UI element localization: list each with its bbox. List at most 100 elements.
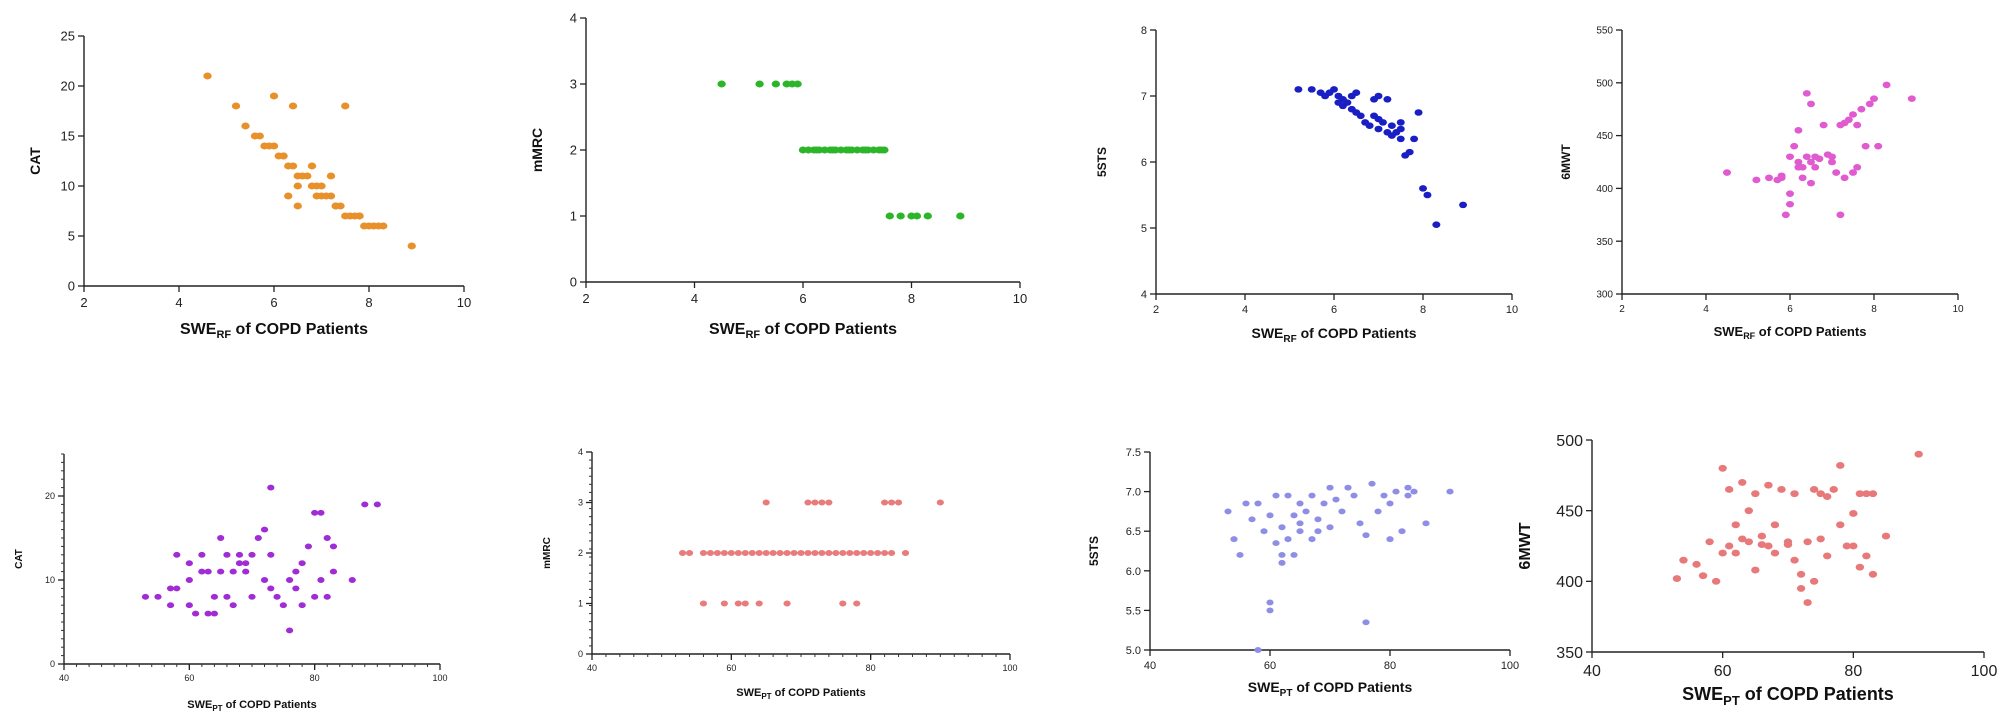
data-point bbox=[1862, 490, 1871, 498]
data-point bbox=[185, 560, 193, 567]
data-point bbox=[1278, 524, 1286, 531]
data-point bbox=[1744, 507, 1754, 515]
x-axis-title-base: SWE bbox=[1682, 684, 1723, 704]
data-point bbox=[1752, 176, 1761, 184]
data-point bbox=[1320, 500, 1328, 507]
x-tick-label: 4 bbox=[1703, 304, 1709, 315]
data-point bbox=[839, 550, 847, 556]
x-tick-label: 80 bbox=[310, 673, 320, 683]
data-point bbox=[288, 102, 298, 110]
data-point bbox=[1423, 191, 1432, 199]
data-point bbox=[304, 543, 312, 550]
data-point bbox=[235, 551, 244, 558]
x-tick-label: 4 bbox=[175, 295, 182, 310]
x-tick-label: 8 bbox=[365, 295, 372, 310]
data-point bbox=[1296, 528, 1304, 535]
data-point bbox=[874, 550, 882, 556]
x-axis-title-rest: of COPD Patients bbox=[1292, 679, 1412, 695]
data-point bbox=[1307, 86, 1316, 93]
data-point bbox=[1765, 174, 1773, 182]
data-point bbox=[1816, 535, 1825, 543]
data-point bbox=[1790, 142, 1799, 150]
data-point bbox=[839, 600, 847, 607]
x-tick-label: 6 bbox=[1331, 304, 1337, 316]
data-point bbox=[1781, 211, 1790, 219]
data-point bbox=[901, 550, 910, 556]
data-point bbox=[1757, 532, 1767, 540]
data-point bbox=[223, 551, 231, 558]
y-tick-label: 7 bbox=[1141, 91, 1147, 103]
y-axis-title: CAT bbox=[14, 549, 25, 569]
data-point bbox=[783, 600, 791, 607]
data-point bbox=[1868, 490, 1878, 498]
data-point bbox=[1823, 552, 1832, 560]
y-tick-label: 4 bbox=[570, 11, 577, 26]
x-axis-title-rest: of COPD Patients bbox=[1297, 325, 1417, 341]
data-point bbox=[1725, 542, 1734, 550]
data-point bbox=[1284, 536, 1292, 543]
data-point bbox=[1356, 112, 1365, 120]
data-point bbox=[373, 501, 381, 508]
data-point bbox=[1230, 536, 1238, 543]
data-point bbox=[292, 568, 300, 575]
data-point bbox=[235, 560, 244, 567]
data-point bbox=[861, 146, 870, 154]
data-point bbox=[1849, 111, 1857, 118]
data-point bbox=[1881, 532, 1891, 540]
x-axis-title: SWEPT of COPD Patients bbox=[187, 699, 316, 713]
data-point bbox=[1738, 535, 1747, 543]
data-point bbox=[1698, 572, 1708, 580]
x-axis-title-base: SWE bbox=[187, 699, 212, 711]
data-point bbox=[1809, 486, 1819, 493]
data-point bbox=[1672, 575, 1682, 582]
data-point bbox=[755, 550, 763, 556]
y-tick-label: 10 bbox=[61, 179, 75, 194]
data-point bbox=[1849, 169, 1857, 176]
y-axis-title: 5STS bbox=[1087, 536, 1101, 566]
x-tick-label: 100 bbox=[1501, 660, 1519, 672]
data-point bbox=[1853, 121, 1862, 129]
y-tick-label: 500 bbox=[1556, 433, 1583, 450]
data-point bbox=[1266, 512, 1274, 519]
y-tick-label: 2 bbox=[570, 143, 577, 158]
x-tick-label: 80 bbox=[1384, 660, 1396, 672]
data-point bbox=[1855, 490, 1865, 498]
data-point bbox=[685, 550, 694, 556]
y-tick-label: 15 bbox=[61, 129, 75, 144]
data-point bbox=[198, 568, 206, 575]
y-tick-label: 350 bbox=[1556, 645, 1583, 662]
y-tick-label: 550 bbox=[1596, 26, 1613, 37]
data-point bbox=[311, 593, 319, 600]
y-tick-label: 500 bbox=[1596, 78, 1613, 89]
x-axis-title: SWEPT of COPD Patients bbox=[736, 687, 865, 701]
data-point bbox=[1272, 492, 1280, 499]
data-point bbox=[844, 146, 854, 154]
x-axis-title: SWERF of COPD Patients bbox=[1251, 325, 1416, 345]
x-tick-label: 40 bbox=[1583, 663, 1601, 680]
data-point bbox=[1242, 500, 1250, 507]
data-point bbox=[887, 499, 896, 506]
data-point bbox=[210, 593, 218, 600]
data-point bbox=[783, 550, 791, 556]
y-tick-label: 5.5 bbox=[1126, 605, 1141, 617]
x-tick-label: 2 bbox=[582, 291, 589, 306]
y-tick-label: 1 bbox=[570, 209, 577, 224]
data-point bbox=[292, 585, 300, 592]
y-tick-label: 10 bbox=[45, 575, 55, 585]
data-point bbox=[248, 593, 256, 600]
data-point bbox=[936, 499, 944, 506]
data-point bbox=[1705, 538, 1714, 546]
data-point bbox=[1786, 190, 1794, 197]
x-axis-title: SWEPT of COPD Patients bbox=[1682, 684, 1894, 708]
x-axis-title-base: SWE bbox=[180, 321, 217, 338]
x-tick-label: 40 bbox=[59, 673, 69, 683]
data-point bbox=[1868, 570, 1878, 578]
data-point bbox=[1751, 566, 1760, 574]
data-point bbox=[317, 577, 325, 583]
x-tick-label: 8 bbox=[1420, 304, 1426, 316]
data-point bbox=[279, 152, 288, 160]
data-point bbox=[1811, 164, 1820, 171]
data-point bbox=[1796, 584, 1806, 592]
y-tick-label: 6.0 bbox=[1126, 566, 1141, 578]
data-point bbox=[154, 593, 162, 600]
